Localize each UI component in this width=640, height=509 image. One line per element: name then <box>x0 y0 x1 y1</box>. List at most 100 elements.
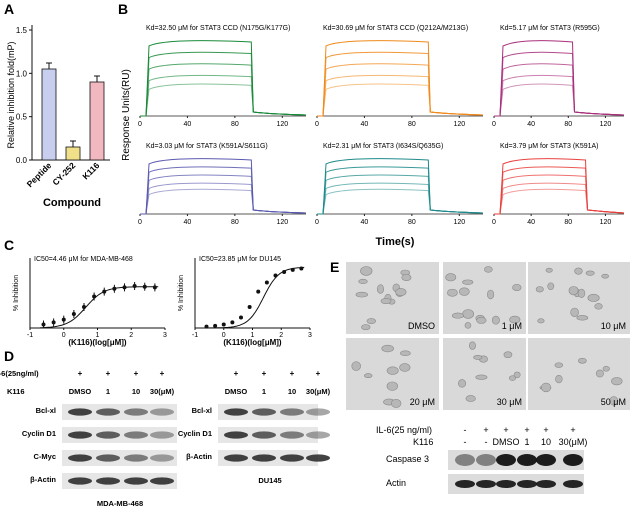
y-tick-label: 0.0 <box>16 156 28 165</box>
blot-band <box>224 454 248 462</box>
micrograph-label: 20 μM <box>410 397 435 407</box>
cell-shape <box>555 375 563 384</box>
cell-shape <box>476 316 487 324</box>
treatment-sign: + <box>570 425 575 435</box>
blot-row-label: β-Actin <box>30 475 56 484</box>
x-tick-label: 40 <box>361 219 369 226</box>
cell-shape <box>395 288 407 297</box>
blot-row-label: Bcl-xl <box>192 406 212 415</box>
cell-shape <box>358 278 368 284</box>
blot-band <box>280 454 304 462</box>
blot-band <box>455 454 475 466</box>
cell-shape <box>458 379 467 388</box>
data-point <box>213 323 218 328</box>
plus-sign: + <box>106 369 111 378</box>
x-label: (K116)(log[μM]) <box>68 338 127 347</box>
cell-shape <box>537 318 545 324</box>
blot-band <box>150 477 174 485</box>
blot-band <box>96 431 120 439</box>
plot-label: Kd=30.69 μM for STAT3 CCD (Q212A/M213G) <box>323 25 468 32</box>
x-tick-label: 40 <box>361 121 369 128</box>
blot-band <box>252 454 276 462</box>
panel-letter-d: D <box>4 348 14 364</box>
cell-shape <box>386 381 398 391</box>
blot-band <box>150 431 174 439</box>
data-point <box>152 285 157 290</box>
cell-shape <box>535 286 544 293</box>
sensorgram-curve <box>140 63 307 117</box>
sensorgram-curve <box>494 188 625 215</box>
plus-sign: + <box>290 369 295 378</box>
data-point <box>247 305 252 309</box>
data-point <box>71 312 76 316</box>
micrograph-label: 50 μM <box>601 397 626 407</box>
il6-label: IL-6(25ng/ml) <box>0 369 39 378</box>
sensorgram-curve <box>140 188 307 215</box>
x-tick-label: 0 <box>492 219 496 226</box>
x-tick-label: 120 <box>276 219 288 226</box>
concentration-label: 1 <box>524 437 529 447</box>
x-tick-label: 0 <box>315 219 319 226</box>
plot-label: Kd=3.03 μM for STAT3 (K591A/S611G) <box>146 143 268 150</box>
x-tick-label: 80 <box>564 121 572 128</box>
x-tick-label: 3 <box>163 332 167 339</box>
concentration-label: 1 <box>106 387 110 396</box>
x-label: (K116)(log[μM]) <box>223 338 282 347</box>
plot-label: Kd=32.50 μM for STAT3 CCD (N175G/K177G) <box>146 25 290 32</box>
blot-band <box>96 408 120 416</box>
cell-shape <box>361 324 371 331</box>
cell-shape <box>380 298 392 305</box>
sensorgram-curve <box>317 83 484 117</box>
k116-label: K116 <box>413 437 433 447</box>
blot-band <box>455 480 475 488</box>
fit-curve <box>40 286 159 329</box>
blot-band <box>124 431 148 439</box>
category-label: K116 <box>80 160 101 181</box>
x-tick-label: 0 <box>315 121 319 128</box>
cell-shape <box>360 266 373 276</box>
sensorgram-curve <box>494 83 625 117</box>
data-point <box>51 320 56 325</box>
x-tick-label: 1 <box>96 332 100 339</box>
blot-band <box>563 480 583 488</box>
treatment-sign: + <box>524 425 529 435</box>
blot-band <box>252 408 276 416</box>
cell-shape <box>386 366 399 375</box>
sensorgram-curve <box>494 182 625 215</box>
cell-shape <box>401 273 412 281</box>
data-point <box>221 322 226 327</box>
sensorgram-curve <box>140 83 307 117</box>
cell-shape <box>366 318 377 324</box>
blot-band <box>476 454 496 466</box>
x-tick-label: 120 <box>453 121 465 128</box>
data-point <box>230 320 235 325</box>
blot-row-label: Caspase 3 <box>386 454 429 464</box>
plus-sign: + <box>234 369 239 378</box>
category-label: CY-252 <box>50 160 77 187</box>
blot-band <box>563 454 583 466</box>
blot-row-label: Actin <box>386 478 406 488</box>
sensorgram-curve <box>494 74 625 117</box>
micrograph-label: 10 μM <box>601 321 626 331</box>
blot-band <box>124 454 148 462</box>
cell-shape <box>512 283 522 292</box>
y-tick-label: 1.0 <box>16 69 28 78</box>
cell-shape <box>602 365 610 372</box>
x-tick-label: 120 <box>453 219 465 226</box>
x-tick-label: 40 <box>184 121 192 128</box>
data-point <box>299 266 304 271</box>
x-tick-label: 40 <box>527 121 535 128</box>
cell-shape <box>381 344 394 353</box>
cell-shape <box>574 267 583 275</box>
sensorgram-curve <box>494 166 625 215</box>
concentration-label: DMSO <box>69 387 92 396</box>
x-tick-label: 40 <box>527 219 535 226</box>
cell-shape <box>464 322 472 329</box>
data-point <box>92 294 97 299</box>
sensorgram-curve <box>317 74 484 117</box>
concentration-label: 30(μM) <box>150 387 175 396</box>
micrograph-label: 30 μM <box>497 397 522 407</box>
plus-sign: + <box>78 369 83 378</box>
micrograph-label: 1 μM <box>502 321 522 331</box>
x-tick-label: 80 <box>408 219 416 226</box>
